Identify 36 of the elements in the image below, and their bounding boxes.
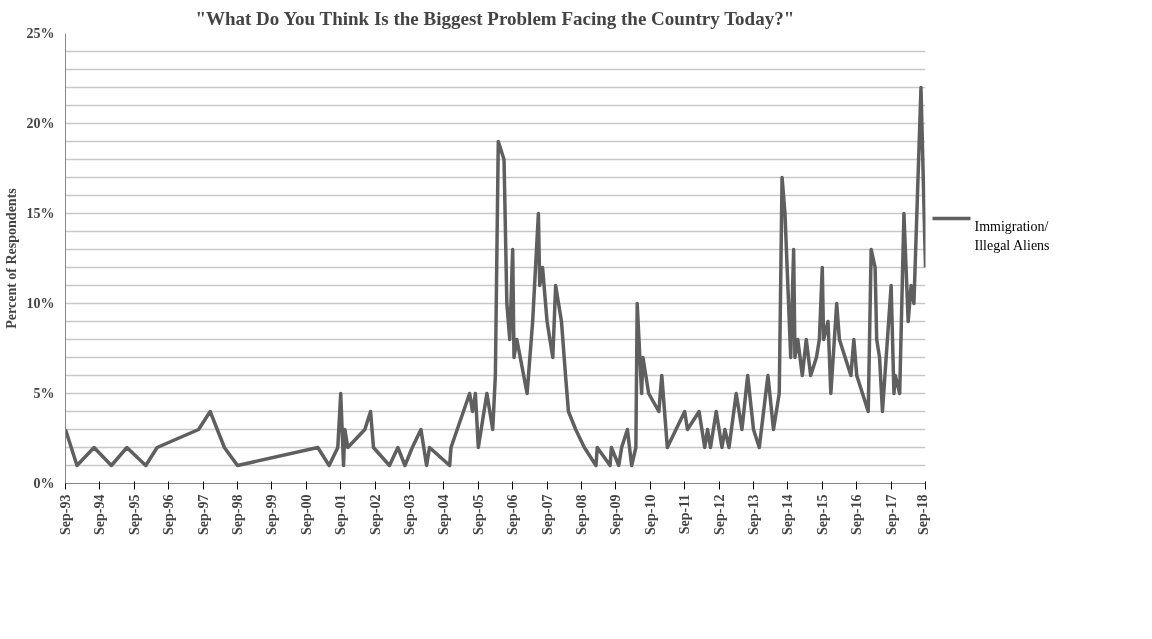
y-tick-label: 5%	[33, 386, 55, 401]
x-tick-label: Sep-98	[229, 494, 245, 535]
x-tick-label: Sep-14	[780, 494, 796, 535]
y-tick-label: 0%	[33, 476, 55, 491]
x-tick-label: Sep-11	[677, 494, 693, 535]
y-tick-label: 20%	[26, 116, 55, 131]
x-tick-label: Sep-15	[814, 494, 830, 535]
x-tick-label: Sep-10	[642, 494, 658, 535]
x-tick-label: Sep-04	[436, 494, 452, 535]
x-tick-label: Sep-06	[505, 494, 521, 535]
x-tick-label: Sep-17	[883, 494, 899, 535]
y-tick-label: 15%	[26, 206, 55, 221]
x-tick-label: Sep-97	[195, 494, 211, 535]
y-axis-title: Percent of Respondents	[3, 187, 19, 329]
x-tick-label: Sep-96	[161, 494, 177, 535]
x-tick-label: Sep-07	[539, 494, 555, 535]
x-tick-label: Sep-13	[746, 494, 762, 535]
legend-label: Immigration/ Illegal Aliens	[974, 218, 1050, 254]
x-tick-label: Sep-08	[574, 494, 590, 535]
line-series	[65, 85, 926, 468]
chart-title: "What Do You Think Is the Biggest Problem Facing the Country Today?"	[195, 7, 795, 29]
x-tick-label: Sep-95	[126, 494, 142, 535]
x-tick-label: Sep-99	[264, 494, 280, 535]
x-tick-label: Sep-09	[608, 494, 624, 535]
x-tick-label: Sep-01	[333, 494, 349, 535]
x-tick-label: Sep-94	[92, 494, 108, 535]
x-tick-label: Sep-93	[58, 494, 73, 535]
x-tick-label: Sep-05	[470, 494, 486, 535]
y-tick-label: 10%	[26, 296, 55, 311]
x-tick-label: Sep-02	[367, 494, 383, 535]
x-tick-label: Sep-03	[401, 494, 417, 535]
x-tick-label: Sep-12	[711, 494, 727, 535]
x-tick-label: Sep-00	[298, 494, 314, 535]
x-tick-label: Sep-16	[849, 494, 865, 535]
x-tick-label: Sep-18	[915, 494, 931, 535]
y-tick-label: 25%	[26, 26, 55, 41]
